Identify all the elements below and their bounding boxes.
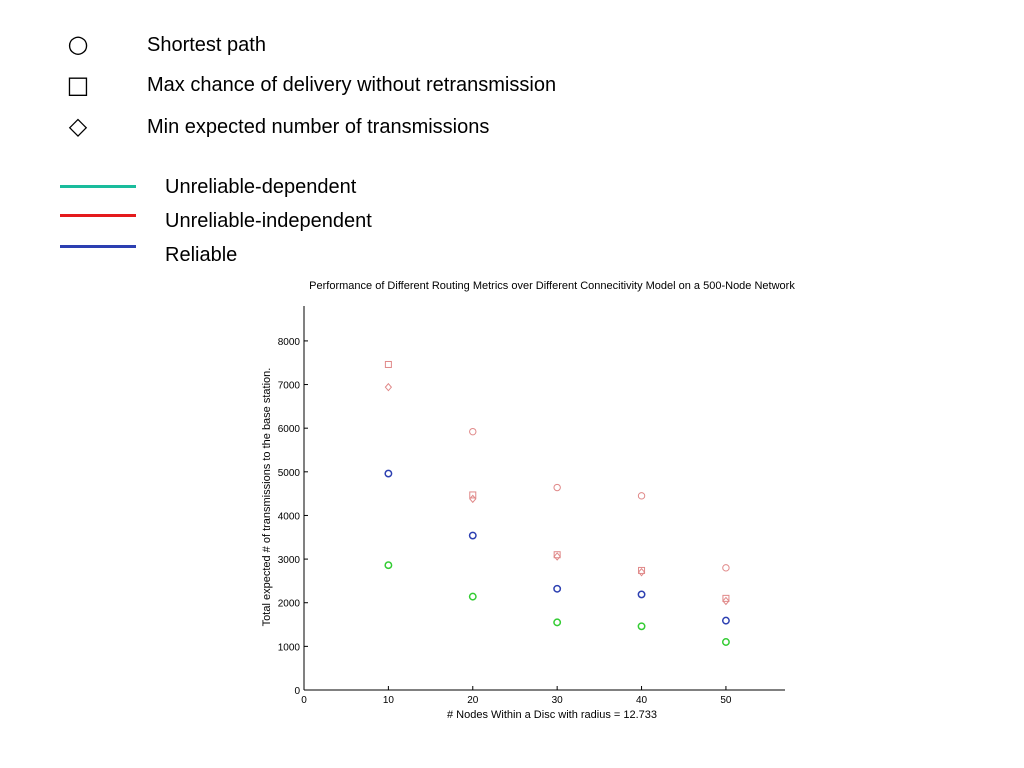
data-point-diamond xyxy=(637,567,646,577)
data-point-circle xyxy=(468,592,477,601)
y-tick-label: 5000 xyxy=(278,468,301,479)
data-point-square xyxy=(722,594,730,602)
x-tick-label: 10 xyxy=(383,695,395,706)
data-point-square xyxy=(638,566,646,574)
data-point-circle xyxy=(553,483,561,492)
x-tick-label: 40 xyxy=(636,695,648,706)
y-tick-label: 1000 xyxy=(278,642,301,653)
x-axis-label: # Nodes Within a Disc with radius = 12.7… xyxy=(447,709,657,721)
data-point-diamond xyxy=(384,382,393,392)
y-axis-label: Total expected # of transmissions to the… xyxy=(261,368,273,627)
data-point-circle xyxy=(553,618,562,627)
y-tick-label: 0 xyxy=(294,686,300,697)
data-point-diamond xyxy=(469,494,477,504)
data-point-circle xyxy=(721,638,730,646)
data-point-square xyxy=(469,491,477,499)
data-point-circle xyxy=(468,531,477,540)
data-point-circle xyxy=(553,584,562,593)
y-tick-label: 8000 xyxy=(278,337,301,348)
swatch-unreliable-dependent xyxy=(60,185,136,188)
y-tick-label: 3000 xyxy=(278,555,301,566)
data-point-circle xyxy=(721,616,730,625)
data-point-square xyxy=(553,551,561,559)
data-point-square xyxy=(384,360,392,368)
data-point-circle xyxy=(637,590,646,599)
data-point-circle xyxy=(637,492,646,500)
x-tick-label: 50 xyxy=(720,695,732,706)
swatch-unreliable-independent xyxy=(60,214,136,217)
legend-label-unreliable-independent: Unreliable-independent xyxy=(165,210,372,232)
y-tick-label: 7000 xyxy=(278,381,301,392)
x-tick-label: 20 xyxy=(467,695,479,706)
data-point-circle xyxy=(469,427,477,436)
data-point-circle xyxy=(637,622,646,631)
circle-icon: ○ xyxy=(67,30,89,58)
x-tick-label: 0 xyxy=(301,695,307,706)
axis-ticks: 0 1000 2000 3000 4000 5000 6000 7000 8000 0 10 20 30… xyxy=(278,337,732,706)
data-point-circle xyxy=(384,561,393,570)
data-point-diamond xyxy=(722,596,730,606)
chart-title: Performance of Different Routing Metrics… xyxy=(309,280,795,292)
legend-label-shortest-path: Shortest path xyxy=(147,34,266,56)
diamond-icon: ◇ xyxy=(68,112,88,140)
data-point-circle xyxy=(722,564,730,572)
y-tick-label: 2000 xyxy=(278,599,301,610)
swatch-reliable xyxy=(60,245,136,248)
y-tick-label: 6000 xyxy=(278,424,301,435)
legend-label-min-expected: Min expected number of transmissions xyxy=(147,116,490,138)
y-tick-label: 4000 xyxy=(278,511,301,522)
data-point-circle xyxy=(384,469,393,478)
data-points xyxy=(384,360,730,646)
data-point-diamond xyxy=(553,552,561,561)
legend-label-reliable: Reliable xyxy=(165,244,238,266)
legend-label-unreliable-dependent: Unreliable-dependent xyxy=(165,176,357,198)
x-tick-label: 30 xyxy=(552,695,564,706)
square-icon: □ xyxy=(66,71,90,99)
legend-label-max-chance: Max chance of delivery without retransmi… xyxy=(147,74,557,96)
